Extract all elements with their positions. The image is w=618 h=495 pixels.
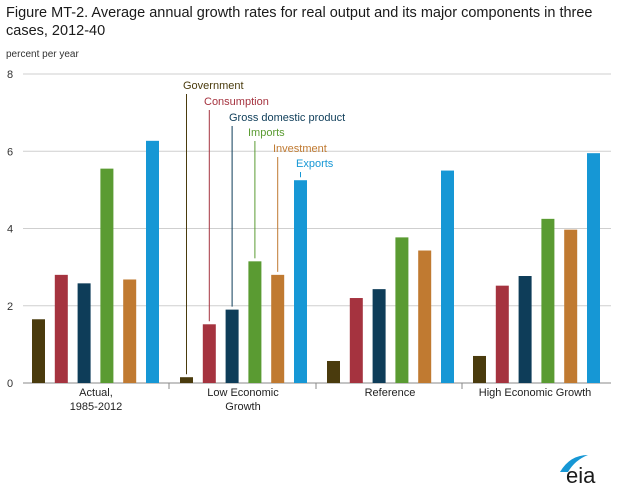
y-tick-label: 6 xyxy=(7,146,13,158)
bar-series xyxy=(32,140,600,383)
eia-logo: eia xyxy=(560,455,596,488)
y-tick-label: 4 xyxy=(7,224,13,236)
legend-label: Government xyxy=(183,80,244,92)
bar xyxy=(349,298,363,383)
y-tick-label: 8 xyxy=(7,69,13,81)
chart-title: Figure MT-2. Average annual growth rates… xyxy=(6,5,593,39)
bar xyxy=(77,283,91,383)
bar xyxy=(146,140,159,383)
bar xyxy=(564,229,578,383)
bar xyxy=(541,218,555,383)
bar xyxy=(225,309,239,383)
bar xyxy=(327,360,340,383)
gridlines xyxy=(23,73,611,389)
y-axis-label: percent per year xyxy=(6,49,79,60)
legend-label: Consumption xyxy=(204,96,269,108)
bar xyxy=(54,274,68,383)
bar xyxy=(441,170,454,383)
category-label: High Economic Growth xyxy=(479,387,592,399)
bar xyxy=(100,168,114,383)
bar xyxy=(418,250,432,383)
bar xyxy=(395,237,409,383)
y-axis-ticks: 0 2 4 6 8 xyxy=(7,69,13,390)
bar xyxy=(495,285,509,383)
bar xyxy=(587,153,600,383)
bar xyxy=(473,355,486,383)
bar xyxy=(123,279,137,383)
category-label: Reference xyxy=(365,387,416,399)
bar xyxy=(32,319,45,383)
category-labels: Actual, 1985-2012 Low Economic Growth Refere… xyxy=(70,387,592,413)
bar xyxy=(518,276,532,383)
category-label: Actual, 1985-2012 xyxy=(70,387,123,413)
legend-label: Exports xyxy=(296,158,334,170)
y-tick-label: 0 xyxy=(7,378,13,390)
legend-label: Imports xyxy=(248,127,285,139)
eia-logo-swoosh xyxy=(560,455,588,472)
legend-label: Gross domestic product xyxy=(229,112,345,124)
legend: Government Consumption Gross domestic prod… xyxy=(183,80,345,375)
bar xyxy=(180,377,193,383)
category-label: Low Economic Growth xyxy=(207,387,279,413)
bar xyxy=(271,274,285,383)
bar xyxy=(248,261,262,383)
eia-logo-text: eia xyxy=(566,463,596,488)
bar xyxy=(372,289,386,383)
legend-label: Investment xyxy=(273,143,327,155)
y-tick-label: 2 xyxy=(7,301,13,313)
bar xyxy=(294,180,307,383)
bar xyxy=(202,324,216,383)
